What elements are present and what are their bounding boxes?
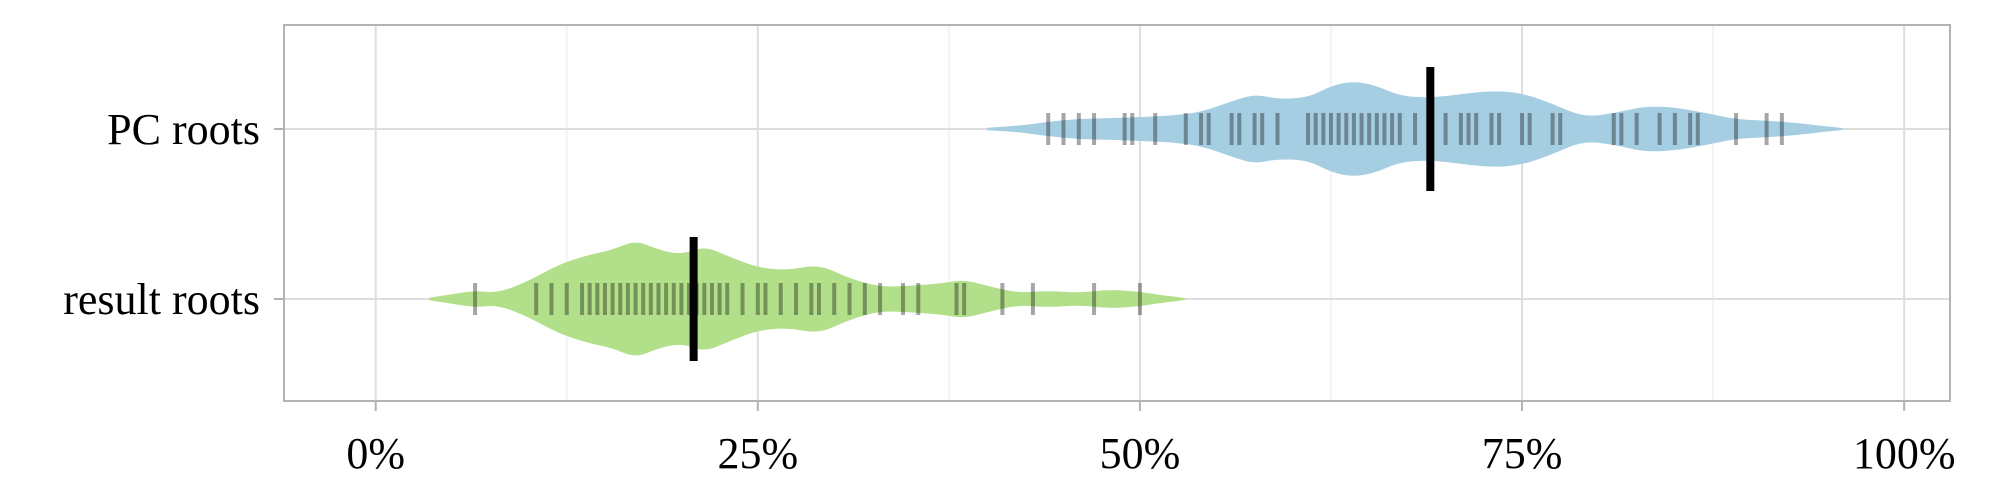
data-points (473, 113, 1784, 315)
medians (689, 67, 1435, 361)
x-tick-label: 50% (1100, 429, 1181, 478)
grid-lines (284, 25, 1950, 401)
x-tick-label: 0% (346, 429, 405, 478)
category-label: result roots (63, 275, 260, 324)
plot-frame (283, 24, 1951, 402)
violin-pc-roots (987, 82, 1844, 176)
x-tick-label: 100% (1853, 429, 1956, 478)
y-axis-categories: PC roots result roots (63, 105, 284, 324)
category-label: PC roots (107, 105, 260, 154)
violin-result-roots (429, 242, 1186, 356)
x-axis-ticks: 0% 25% 50% 75% 100% (346, 401, 1955, 478)
x-tick-label: 75% (1482, 429, 1563, 478)
x-tick-label: 25% (717, 429, 798, 478)
violins (429, 82, 1844, 356)
